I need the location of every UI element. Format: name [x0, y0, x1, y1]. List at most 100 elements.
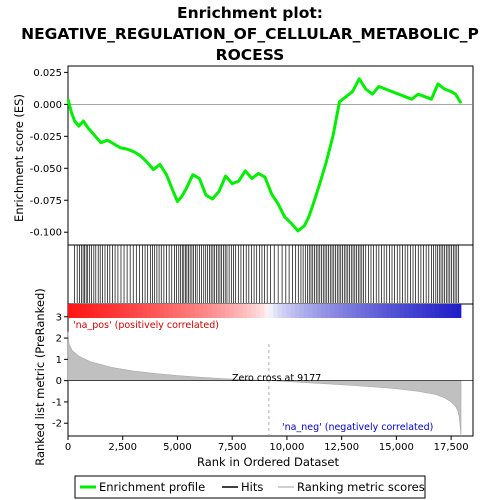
- rank-bar-segment: [343, 304, 348, 318]
- ranking-metric-area: [67, 331, 473, 437]
- rank-bar-segment: [212, 304, 217, 318]
- rank-bar-segment: [107, 304, 113, 318]
- x-ticks: 0 2,500 5,000 7,500 10,000 12,500 15,000 17,500: [65, 436, 469, 453]
- rank-bar-segment: [456, 304, 462, 318]
- x-axis-label: Rank in Ordered Dataset: [197, 455, 340, 469]
- rank-bar-segment: [417, 304, 423, 318]
- hit-marks: [74, 245, 459, 303]
- rank-bar-segment: [229, 304, 235, 318]
- rank-bar-segment: [360, 304, 366, 318]
- enrichment-profile-series: [66, 77, 463, 233]
- neg-correlated-label: 'na_neg' (negatively correlated): [282, 422, 433, 433]
- rank-bar-segment: [190, 304, 196, 318]
- rank-bar-segment: [329, 304, 335, 318]
- rank-bar-segment: [426, 304, 431, 318]
- metric-y-axis-label: Ranked list metric (PreRanked): [33, 288, 47, 466]
- rank-bar-segment: [168, 304, 174, 318]
- es-y-tick-label: -0.025: [30, 132, 62, 143]
- rank-bar-segment: [369, 304, 375, 318]
- x-tick-label: 17,500: [434, 442, 469, 453]
- rank-bar-segment: [303, 304, 309, 318]
- rank-bar-segment: [159, 304, 165, 318]
- rank-bar-segment: [111, 304, 117, 318]
- rank-bar-segment: [242, 304, 248, 318]
- rank-bar-segment: [220, 304, 226, 318]
- rank-bar-segment: [447, 304, 453, 318]
- rank-bar-segment: [443, 304, 449, 318]
- rank-bar-segment: [399, 304, 405, 318]
- rank-bar-segment: [316, 304, 322, 318]
- rank-bar-segment: [286, 304, 292, 318]
- es-y-tick-label: 0.000: [33, 100, 62, 111]
- rank-bar-segment: [295, 304, 300, 318]
- rank-bar-segment: [421, 304, 427, 318]
- es-y-tick-label: 0.025: [33, 68, 62, 79]
- rank-bar-segment: [378, 304, 383, 318]
- rank-bar-segment: [233, 304, 239, 318]
- rank-bar-segment: [391, 304, 396, 318]
- rank-bar-segment: [373, 304, 379, 318]
- rank-bar-segment: [181, 304, 187, 318]
- rank-bar-segment: [251, 304, 257, 318]
- rank-bar-segment: [268, 304, 274, 318]
- rank-bar-segment: [146, 304, 152, 318]
- title-line-3: ROCESS: [216, 46, 285, 64]
- metric-y-tick-label: 1: [56, 355, 62, 366]
- rank-bar-segment: [216, 304, 222, 318]
- rank-bar-segment: [395, 304, 401, 318]
- rank-bar-segment: [94, 304, 99, 318]
- rank-color-bar: [68, 304, 462, 318]
- rank-bar-segment: [334, 304, 340, 318]
- x-tick-label: 7,500: [218, 442, 247, 453]
- title-line-1: Enrichment plot:: [177, 4, 323, 22]
- rank-bar-segment: [225, 304, 230, 318]
- rank-bar-segment: [81, 304, 86, 318]
- rank-bar-segment: [150, 304, 156, 318]
- rank-bar-segment: [273, 304, 278, 318]
- ranking-metric-series: [67, 331, 462, 437]
- legend-box: [74, 475, 426, 499]
- rank-bar-segment: [338, 304, 344, 318]
- es-panel-frame: [67, 65, 474, 246]
- rank-bar-segment: [264, 304, 270, 318]
- rank-bar-segment: [172, 304, 178, 318]
- es-y-tick-label: -0.050: [30, 164, 62, 175]
- rank-bar-segment: [277, 304, 283, 318]
- x-tick-label: 2,500: [108, 442, 137, 453]
- rank-bar-segment: [308, 304, 313, 318]
- es-y-ticks: 0.025 0.000 -0.025 -0.050 -0.075 -0.100: [30, 68, 68, 239]
- rank-bar-segment: [299, 304, 305, 318]
- metric-y-tick-label: 0: [56, 376, 62, 387]
- rank-bar-segment: [247, 304, 252, 318]
- rank-bar-segment: [76, 304, 82, 318]
- rank-bar-segment: [351, 304, 357, 318]
- rank-bar-segment: [207, 304, 213, 318]
- rank-bar-segment: [68, 304, 73, 318]
- rank-bar-segment: [102, 304, 108, 318]
- rank-bar-segment: [364, 304, 370, 318]
- rank-bar-segment: [85, 304, 91, 318]
- rank-bar-segment: [98, 304, 104, 318]
- rank-bar-segment: [347, 304, 353, 318]
- rank-bar-segment: [281, 304, 287, 318]
- rank-bar-segment: [164, 304, 169, 318]
- x-tick-label: 0: [65, 442, 71, 453]
- es-y-tick-label: -0.100: [30, 228, 62, 239]
- rank-bar-segment: [382, 304, 388, 318]
- legend-metric-label: Ranking metric scores: [297, 480, 425, 494]
- x-tick-label: 5,000: [163, 442, 192, 453]
- rank-bar-segment: [185, 304, 191, 318]
- rank-bar-segment: [194, 304, 200, 318]
- pos-correlated-label: 'na_pos' (positively correlated): [73, 320, 219, 331]
- rank-bar-segment: [129, 304, 134, 318]
- rank-bar-segment: [124, 304, 130, 318]
- metric-y-tick-label: -2: [52, 419, 62, 430]
- rank-bar-segment: [356, 304, 361, 318]
- metric-y-ticks: 3 2 1 0 -1 -2: [52, 312, 68, 430]
- x-tick-label: 15,000: [379, 442, 414, 453]
- legend-hits-label: Hits: [241, 480, 263, 494]
- rank-bar-segment: [439, 304, 444, 318]
- rank-bar-segment: [408, 304, 414, 318]
- rank-bar-segment: [290, 304, 296, 318]
- rank-bar-segment: [430, 304, 436, 318]
